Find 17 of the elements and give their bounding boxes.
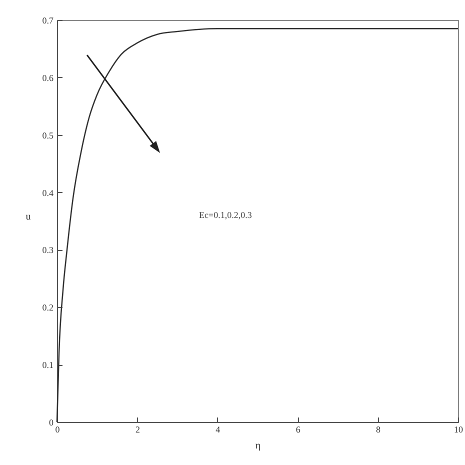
x-tick-label: 8 bbox=[376, 424, 382, 434]
y-tick-label: 0.4 bbox=[42, 188, 54, 198]
y-tick-label: 0.2 bbox=[42, 302, 54, 313]
y-tick-label: 0 bbox=[49, 418, 54, 428]
x-axis-title: η bbox=[255, 440, 261, 452]
annotation: Ec=0.1,0.2,0.3 bbox=[199, 210, 252, 220]
x-tick-label: 0 bbox=[55, 424, 60, 434]
x-tick-label: 2 bbox=[135, 424, 140, 434]
y-tick-label: 0.5 bbox=[42, 130, 54, 140]
x-tick-label: 6 bbox=[296, 424, 301, 434]
y-tick-label: 0.6 bbox=[42, 72, 54, 83]
y-tick-label: 0.1 bbox=[42, 360, 54, 370]
x-tick-label: 10 bbox=[454, 424, 464, 434]
y-tick-label: 0.3 bbox=[42, 245, 54, 256]
x-tick-label: 4 bbox=[216, 424, 221, 434]
y-tick-label: 0.7 bbox=[42, 16, 54, 26]
y-axis-title: u bbox=[26, 212, 31, 222]
